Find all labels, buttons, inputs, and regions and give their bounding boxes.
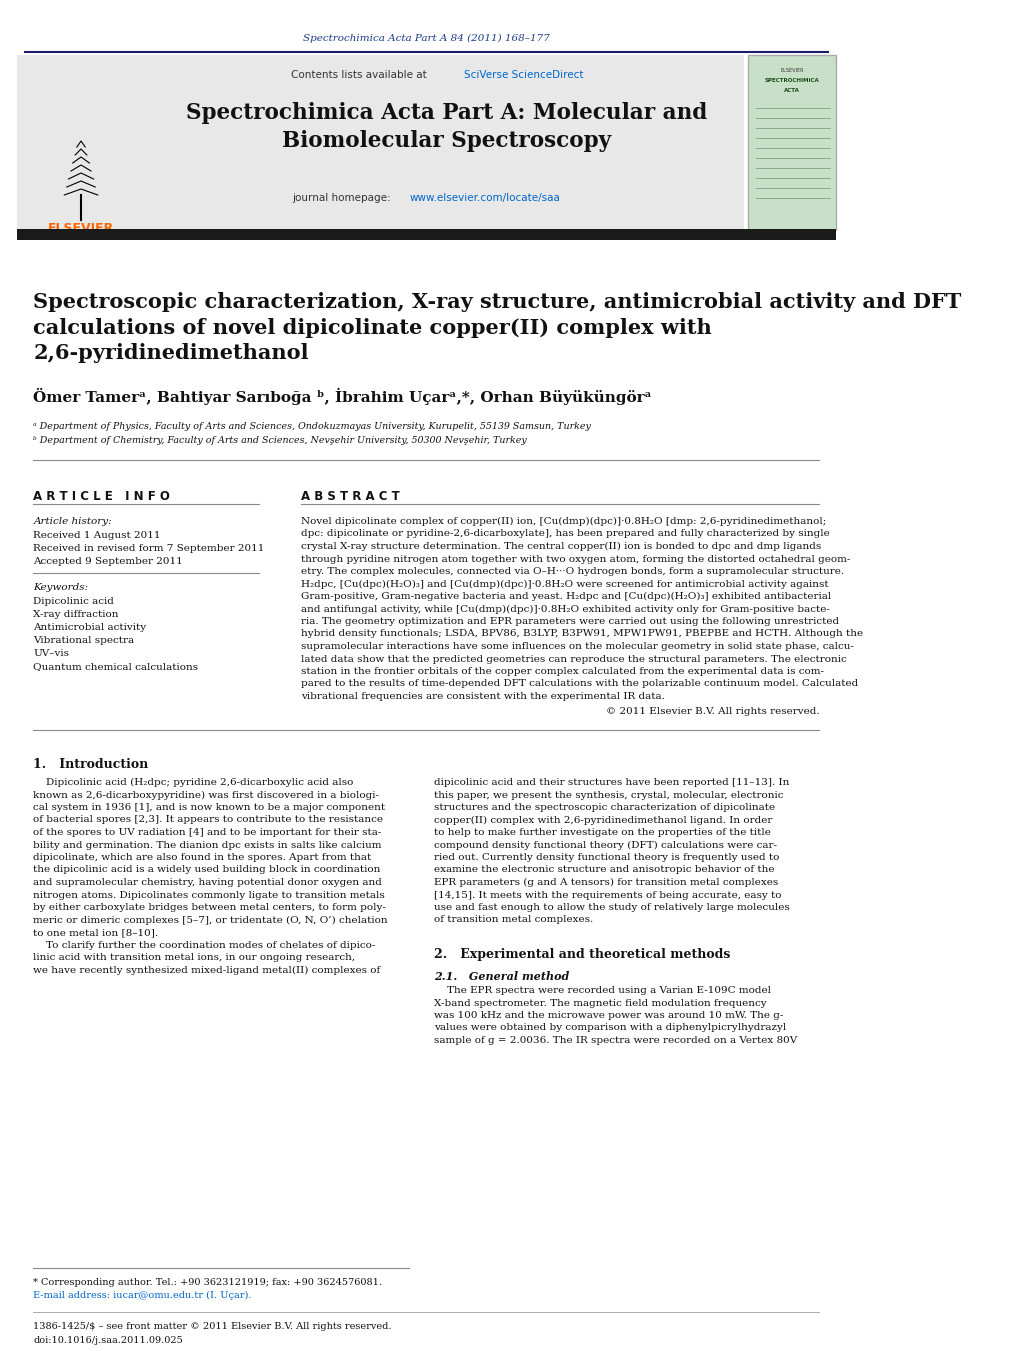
Text: Article history:: Article history: [34, 517, 112, 526]
Text: To clarify further the coordination modes of chelates of dipico-: To clarify further the coordination mode… [34, 940, 376, 950]
Text: * Corresponding author. Tel.: +90 3623121919; fax: +90 3624576081.: * Corresponding author. Tel.: +90 362312… [34, 1278, 383, 1288]
Bar [16, 55, 146, 230]
Text: to one metal ion [8–10].: to one metal ion [8–10]. [34, 928, 158, 938]
Text: vibrational frequencies are consistent with the experimental IR data.: vibrational frequencies are consistent w… [301, 692, 665, 701]
Text: we have recently synthesized mixed-ligand metal(II) complexes of: we have recently synthesized mixed-ligan… [34, 966, 381, 974]
Bar [146, 55, 744, 230]
Text: copper(II) complex with 2,6-pyridinedimethanol ligand. In order: copper(II) complex with 2,6-pyridinedime… [434, 816, 773, 824]
Text: A B S T R A C T: A B S T R A C T [301, 490, 399, 503]
Text: by either carboxylate bridges between metal centers, to form poly-: by either carboxylate bridges between me… [34, 902, 386, 912]
Text: station in the frontier orbitals of the copper complex calculated from the exper: station in the frontier orbitals of the … [301, 667, 824, 676]
Text: use and fast enough to allow the study of relatively large molecules: use and fast enough to allow the study o… [434, 902, 790, 912]
Text: Spectrochimica Acta Part A: Molecular and
Biomolecular Spectroscopy: Spectrochimica Acta Part A: Molecular an… [186, 101, 708, 153]
Text: Received 1 August 2011: Received 1 August 2011 [34, 531, 161, 540]
Text: dipicolinic acid and their structures have been reported [11–13]. In: dipicolinic acid and their structures ha… [434, 778, 790, 788]
Text: linic acid with transition metal ions, in our ongoing research,: linic acid with transition metal ions, i… [34, 952, 355, 962]
Text: SciVerse ScienceDirect: SciVerse ScienceDirect [465, 70, 584, 80]
Text: H₂dpc, [Cu(dpc)(H₂O)₃] and [Cu(dmp)(dpc)]·0.8H₂O were screened for antimicrobial: H₂dpc, [Cu(dpc)(H₂O)₃] and [Cu(dmp)(dpc)… [301, 580, 828, 589]
Text: through pyridine nitrogen atom together with two oxygen atom, forming the distor: through pyridine nitrogen atom together … [301, 554, 850, 563]
Text: hybrid density functionals; LSDA, BPV86, B3LYP, B3PW91, MPW1PW91, PBEPBE and HCT: hybrid density functionals; LSDA, BPV86,… [301, 630, 863, 639]
Text: known as 2,6-dicarboxypyridine) was first discovered in a biologi-: known as 2,6-dicarboxypyridine) was firs… [34, 790, 380, 800]
Text: ried out. Currently density functional theory is frequently used to: ried out. Currently density functional t… [434, 852, 780, 862]
Text: nitrogen atoms. Dipicolinates commonly ligate to transition metals: nitrogen atoms. Dipicolinates commonly l… [34, 890, 385, 900]
Text: values were obtained by comparison with a diphenylpicrylhydrazyl: values were obtained by comparison with … [434, 1024, 786, 1032]
Text: UV–vis: UV–vis [34, 648, 69, 658]
Text: crystal X-ray structure determination. The central copper(II) ion is bonded to d: crystal X-ray structure determination. T… [301, 542, 821, 551]
Text: bility and germination. The dianion dpc exists in salts like calcium: bility and germination. The dianion dpc … [34, 840, 382, 850]
Text: ELSEVIER: ELSEVIER [48, 222, 114, 235]
Text: Ömer Tamerᵃ, Bahtiyar Sarıboğa ᵇ, İbrahim Uçarᵃ,*, Orhan Büyüküngörᵃ: Ömer Tamerᵃ, Bahtiyar Sarıboğa ᵇ, İbrahi… [34, 388, 652, 405]
Text: ria. The geometry optimization and EPR parameters were carried out using the fol: ria. The geometry optimization and EPR p… [301, 617, 839, 626]
Bar [748, 55, 836, 230]
Text: www.elsevier.com/locate/saa: www.elsevier.com/locate/saa [409, 193, 561, 203]
Text: etry. The complex molecules, connected via O–H···O hydrogen bonds, form a supram: etry. The complex molecules, connected v… [301, 567, 843, 576]
Text: Quantum chemical calculations: Quantum chemical calculations [34, 662, 198, 671]
Text: 1386-1425/$ – see front matter © 2011 Elsevier B.V. All rights reserved.: 1386-1425/$ – see front matter © 2011 El… [34, 1323, 392, 1331]
Text: The EPR spectra were recorded using a Varian E-109C model: The EPR spectra were recorded using a Va… [434, 986, 772, 994]
Text: Dipicolinic acid (H₂dpc; pyridine 2,6-dicarboxylic acid also: Dipicolinic acid (H₂dpc; pyridine 2,6-di… [34, 778, 354, 788]
Text: SPECTROCHIMICA: SPECTROCHIMICA [765, 77, 819, 82]
Text: structures and the spectroscopic characterization of dipicolinate: structures and the spectroscopic charact… [434, 802, 776, 812]
Text: ACTA: ACTA [784, 89, 799, 93]
Text: supramolecular interactions have some influences on the molecular geometry in so: supramolecular interactions have some in… [301, 642, 854, 651]
Text: meric or dimeric complexes [5–7], or tridentate (O, N, O’) chelation: meric or dimeric complexes [5–7], or tri… [34, 916, 388, 924]
Text: Antimicrobial activity: Antimicrobial activity [34, 623, 147, 632]
Text: of transition metal complexes.: of transition metal complexes. [434, 916, 593, 924]
Text: ELSEVIER: ELSEVIER [780, 68, 804, 73]
Text: sample of g = 2.0036. The IR spectra were recorded on a Vertex 80V: sample of g = 2.0036. The IR spectra wer… [434, 1036, 797, 1046]
Text: Spectroscopic characterization, X-ray structure, antimicrobial activity and DFT
: Spectroscopic characterization, X-ray st… [34, 292, 962, 363]
Text: A R T I C L E   I N F O: A R T I C L E I N F O [34, 490, 171, 503]
Text: © 2011 Elsevier B.V. All rights reserved.: © 2011 Elsevier B.V. All rights reserved… [605, 707, 820, 716]
Text: X-band spectrometer. The magnetic field modulation frequency: X-band spectrometer. The magnetic field … [434, 998, 767, 1008]
Text: doi:10.1016/j.saa.2011.09.025: doi:10.1016/j.saa.2011.09.025 [34, 1336, 183, 1346]
Text: Dipicolinic acid: Dipicolinic acid [34, 597, 114, 607]
Text: E-mail address: iucar@omu.edu.tr (I. Uçar).: E-mail address: iucar@omu.edu.tr (I. Uça… [34, 1292, 252, 1300]
Text: compound density functional theory (DFT) calculations were car-: compound density functional theory (DFT)… [434, 840, 777, 850]
Text: 2.   Experimental and theoretical methods: 2. Experimental and theoretical methods [434, 948, 731, 961]
Text: Keywords:: Keywords: [34, 584, 89, 592]
Text: to help to make further investigate on the properties of the title: to help to make further investigate on t… [434, 828, 771, 838]
Bar [16, 230, 836, 240]
Text: this paper, we present the synthesis, crystal, molecular, electronic: this paper, we present the synthesis, cr… [434, 790, 784, 800]
Text: Spectrochimica Acta Part A 84 (2011) 168–177: Spectrochimica Acta Part A 84 (2011) 168… [302, 34, 549, 43]
Text: Accepted 9 September 2011: Accepted 9 September 2011 [34, 557, 183, 566]
Text: and supramolecular chemistry, having potential donor oxygen and: and supramolecular chemistry, having pot… [34, 878, 382, 888]
Text: Novel dipicolinate complex of copper(II) ion, [Cu(dmp)(dpc)]·0.8H₂O [dmp: 2,6-py: Novel dipicolinate complex of copper(II)… [301, 517, 826, 526]
Text: ᵃ Department of Physics, Faculty of Arts and Sciences, Ondokuzmayas University, : ᵃ Department of Physics, Faculty of Arts… [34, 422, 591, 431]
Text: EPR parameters (g and A tensors) for transition metal complexes: EPR parameters (g and A tensors) for tra… [434, 878, 779, 888]
Text: Gram-positive, Gram-negative bacteria and yeast. H₂dpc and [Cu(dpc)(H₂O)₃] exhib: Gram-positive, Gram-negative bacteria an… [301, 592, 831, 601]
Text: pared to the results of time-depended DFT calculations with the polarizable cont: pared to the results of time-depended DF… [301, 680, 858, 689]
Text: dipicolinate, which are also found in the spores. Apart from that: dipicolinate, which are also found in th… [34, 852, 372, 862]
Text: 1.   Introduction: 1. Introduction [34, 758, 149, 771]
Text: 2.1.   General method: 2.1. General method [434, 971, 570, 982]
Text: was 100 kHz and the microwave power was around 10 mW. The g-: was 100 kHz and the microwave power was … [434, 1011, 784, 1020]
Text: journal homepage:: journal homepage: [292, 193, 394, 203]
Text: dpc: dipicolinate or pyridine-2,6-dicarboxylate], has been prepared and fully ch: dpc: dipicolinate or pyridine-2,6-dicarb… [301, 530, 829, 539]
Text: and antifungal activity, while [Cu(dmp)(dpc)]·0.8H₂O exhibited activity only for: and antifungal activity, while [Cu(dmp)(… [301, 604, 830, 613]
Text: Vibrational spectra: Vibrational spectra [34, 636, 135, 644]
Text: lated data show that the predicted geometries can reproduce the structural param: lated data show that the predicted geome… [301, 654, 846, 663]
Text: Received in revised form 7 September 2011: Received in revised form 7 September 201… [34, 544, 264, 553]
Text: of the spores to UV radiation [4] and to be important for their sta-: of the spores to UV radiation [4] and to… [34, 828, 382, 838]
Text: examine the electronic structure and anisotropic behavior of the: examine the electronic structure and ani… [434, 866, 775, 874]
Text: [14,15]. It meets with the requirements of being accurate, easy to: [14,15]. It meets with the requirements … [434, 890, 782, 900]
Text: Contents lists available at: Contents lists available at [291, 70, 430, 80]
Text: ᵇ Department of Chemistry, Faculty of Arts and Sciences, Nevşehir University, 50: ᵇ Department of Chemistry, Faculty of Ar… [34, 436, 527, 444]
Text: cal system in 1936 [1], and is now known to be a major component: cal system in 1936 [1], and is now known… [34, 802, 386, 812]
Text: of bacterial spores [2,3]. It appears to contribute to the resistance: of bacterial spores [2,3]. It appears to… [34, 816, 384, 824]
Text: the dipicolinic acid is a widely used building block in coordination: the dipicolinic acid is a widely used bu… [34, 866, 381, 874]
Text: X-ray diffraction: X-ray diffraction [34, 611, 118, 619]
